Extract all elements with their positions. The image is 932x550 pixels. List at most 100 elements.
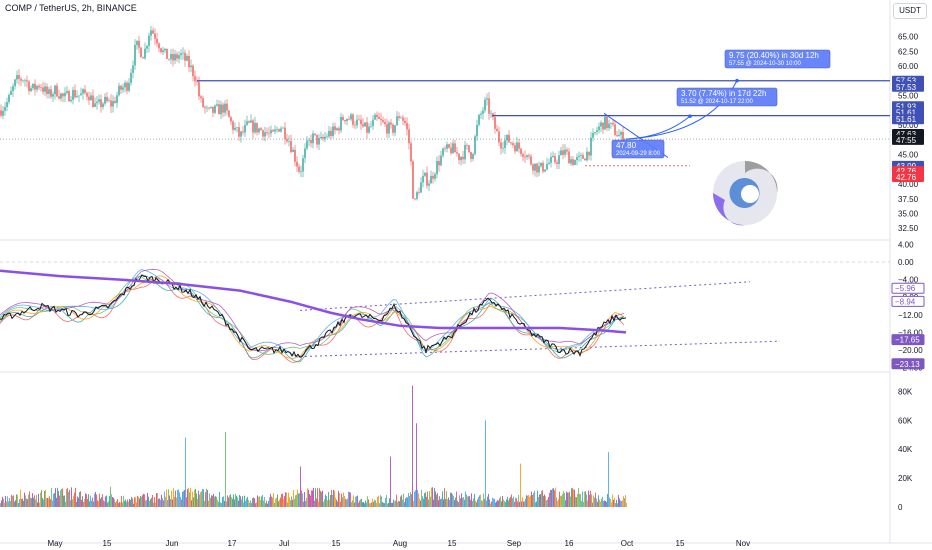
candle-body <box>250 120 252 123</box>
candle-body <box>372 119 374 127</box>
candle-body <box>326 136 328 138</box>
candle-body <box>106 96 108 102</box>
candle-body <box>98 99 100 102</box>
candle-body <box>348 118 350 120</box>
oscillator-long-line <box>0 269 627 334</box>
candle-body <box>198 82 200 97</box>
candle-body <box>264 132 266 137</box>
candle-body <box>344 120 346 122</box>
candle-body <box>524 156 526 158</box>
oscillator-tick-label: 4.00 <box>898 240 914 249</box>
candle-body <box>396 116 398 126</box>
candle-body <box>44 86 46 92</box>
candle-body <box>20 78 22 81</box>
candle-body <box>188 55 190 68</box>
candle-body <box>598 126 600 131</box>
candle-body <box>388 122 390 134</box>
candle-body <box>226 103 228 111</box>
candle-body <box>66 91 68 93</box>
candle-body <box>200 96 202 99</box>
candle-body <box>448 144 450 148</box>
candle-body <box>68 91 70 102</box>
candle-body <box>518 142 520 149</box>
candle-body <box>118 85 120 96</box>
candle-body <box>354 124 356 126</box>
candle-body <box>60 93 62 99</box>
candle-body <box>64 92 66 97</box>
candle-body <box>420 182 422 193</box>
candle-body <box>28 81 30 92</box>
candle-body <box>558 155 560 164</box>
candle-body <box>374 114 376 120</box>
candle-body <box>140 47 142 58</box>
candle-body <box>102 103 104 108</box>
volume-tick-label: 20K <box>898 474 913 483</box>
candle-body <box>86 92 88 97</box>
candle-body <box>482 110 484 114</box>
candle-body <box>242 131 244 133</box>
candle-body <box>444 148 446 150</box>
x-tick-label: 17 <box>228 539 237 548</box>
candle-body <box>322 136 324 139</box>
projection-2-box <box>724 49 831 69</box>
candle-body <box>378 116 380 119</box>
candle-body <box>424 172 426 176</box>
price-badge <box>892 134 924 145</box>
candle-body <box>452 143 454 154</box>
candle-body <box>224 103 226 113</box>
candle-body <box>14 79 16 87</box>
candle-body <box>146 45 148 49</box>
candle-body <box>368 126 370 133</box>
candle-body <box>144 48 146 59</box>
candle-body <box>166 48 168 60</box>
candle-body <box>380 118 382 121</box>
candle-body <box>560 150 562 156</box>
candle-body <box>292 149 294 153</box>
projection-2-subtext: 57.55 @ 2024-10-30 10:00 <box>729 61 801 67</box>
candle-body <box>342 116 344 121</box>
candle-body <box>176 54 178 59</box>
candle-body <box>164 48 166 51</box>
candle-body <box>516 142 518 152</box>
candle-body <box>240 131 242 137</box>
candle-body <box>216 104 218 106</box>
candle-body <box>436 161 438 175</box>
candle-body <box>566 149 568 152</box>
price-badge-label: 47:55 <box>896 136 917 145</box>
candle-body <box>236 127 238 128</box>
candle-body <box>500 142 502 149</box>
candle-body <box>128 82 130 91</box>
candle-body <box>512 143 514 146</box>
candle-body <box>110 100 112 107</box>
candle-body <box>76 96 78 98</box>
oscillator-tick-label: −4.00 <box>898 276 919 285</box>
candle-body <box>192 65 194 77</box>
candle-body <box>162 50 164 53</box>
candle-body <box>418 192 420 193</box>
candle-body <box>70 99 72 102</box>
candle-body <box>18 75 20 79</box>
price-tick-label: 60.00 <box>898 62 919 71</box>
oscillator-badge <box>891 334 925 346</box>
candle-body <box>506 134 508 141</box>
price-badge <box>892 114 924 125</box>
candle-body <box>362 124 364 127</box>
x-tick-label: Sep <box>507 539 522 548</box>
candle-body <box>262 130 264 137</box>
candle-body <box>502 148 504 149</box>
candle-body <box>504 140 506 149</box>
price-tick-label: 35.00 <box>898 209 919 218</box>
candle-body <box>562 150 564 155</box>
candle-body <box>546 164 548 170</box>
currency-button[interactable]: USDT <box>893 3 927 19</box>
candle-body <box>62 93 64 97</box>
oscillator-tick-label: −12.00 <box>898 311 923 320</box>
volume-tick-label: 40K <box>898 445 913 454</box>
price-tick-label: 45.00 <box>898 151 919 160</box>
candle-body <box>408 129 410 144</box>
candle-body <box>404 120 406 124</box>
candle-body <box>272 130 274 132</box>
candle-body <box>184 52 186 61</box>
candle-body <box>278 128 280 132</box>
